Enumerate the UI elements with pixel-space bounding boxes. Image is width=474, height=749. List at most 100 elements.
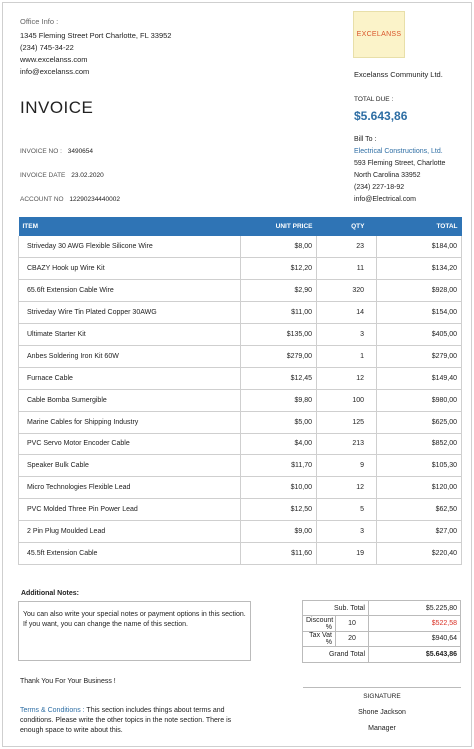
table-row: 45.5ft Extension Cable $11,60 19 $220,40: [18, 542, 462, 565]
table-row: Cable Bomba Sumergible $9,80 100 $980,00: [18, 389, 462, 412]
account-no-label: ACCOUNT NO: [20, 196, 64, 203]
table-row: CBAZY Hook up Wire Kit $12,20 11 $134,20: [18, 257, 462, 281]
quantity: 125: [316, 411, 377, 434]
unit-price: $5,00: [240, 411, 317, 434]
invoice-date-label: INVOICE DATE: [20, 172, 66, 179]
table-row: Ultimate Starter Kit $135,00 3 $405,00: [18, 323, 462, 346]
line-total: $27,00: [376, 520, 462, 543]
line-total: $62,50: [376, 498, 462, 522]
line-total: $120,00: [376, 476, 462, 500]
unit-price: $9,80: [240, 389, 317, 412]
office-info-title: Office Info :: [20, 17, 59, 26]
item-name: Speaker Bulk Cable: [18, 454, 241, 478]
line-total: $184,00: [376, 236, 462, 259]
quantity: 100: [316, 389, 377, 412]
quantity: 213: [316, 433, 377, 456]
quantity: 5: [316, 498, 377, 522]
unit-price: $11,00: [240, 301, 317, 325]
line-total: $134,20: [376, 257, 462, 281]
bill-to-state: North Carolina 33952: [354, 172, 421, 179]
tax-value: $940,64: [368, 630, 461, 648]
table-row: Striveday Wire Tin Plated Copper 30AWG $1…: [18, 301, 462, 325]
item-name: Marine Cables for Shipping Industry: [18, 411, 241, 434]
unit-price: $4,00: [240, 433, 317, 456]
item-name: Striveday Wire Tin Plated Copper 30AWG: [18, 301, 241, 325]
tax-row: Tax Vat % 20 $940,64: [302, 630, 461, 648]
bill-to-email: info@Electrical.com: [354, 196, 416, 203]
company-logo: EXCELANSS: [353, 11, 405, 58]
quantity: 9: [316, 454, 377, 478]
quantity: 12: [316, 367, 377, 390]
quantity: 3: [316, 520, 377, 543]
items-header-row: ITEM UNIT PRICE QTY TOTAL: [18, 217, 462, 236]
grand-total-value: $5.643,86: [368, 646, 461, 663]
sub-total-value: $5.225,80: [368, 599, 461, 617]
table-row: 2 Pin Plug Moulded Lead $9,00 3 $27,00: [18, 520, 462, 543]
header-item: ITEM: [18, 217, 241, 236]
signature-name: Shone Jackson: [358, 709, 406, 716]
table-row: Speaker Bulk Cable $11,70 9 $105,30: [18, 454, 462, 478]
unit-price: $135,00: [240, 323, 317, 346]
line-total: $149,40: [376, 367, 462, 390]
additional-notes-title: Additional Notes:: [21, 590, 79, 597]
header-total: TOTAL: [376, 217, 462, 236]
quantity: 12: [316, 476, 377, 500]
terms-text: This section includes things about terms…: [20, 707, 232, 734]
item-name: PVC Servo Motor Encoder Cable: [18, 433, 241, 456]
total-due-value: $5.643,86: [354, 109, 408, 123]
logo-text: EXCELANSS: [356, 31, 402, 38]
discount-row: Discount % 10 $522,58: [302, 615, 461, 632]
line-total: $980,00: [376, 389, 462, 412]
item-name: Ultimate Starter Kit: [18, 323, 241, 346]
quantity: 320: [316, 279, 377, 303]
company-name: Excelanss Community Ltd.: [354, 70, 443, 79]
office-phone: (234) 745-34-22: [20, 43, 74, 52]
unit-price: $279,00: [240, 345, 317, 368]
summary-table: Sub. Total $5.225,80 Discount % 10 $522,…: [302, 599, 461, 663]
unit-price: $12,20: [240, 257, 317, 281]
office-website: www.excelanss.com: [20, 55, 88, 64]
unit-price: $11,70: [240, 454, 317, 478]
signature-title: Manager: [368, 725, 396, 732]
unit-price: $12,45: [240, 367, 317, 390]
grand-total-label: Grand Total: [302, 646, 369, 663]
invoice-no-row: INVOICE NO : 3490654: [20, 148, 93, 155]
office-address: 1345 Fleming Street Port Charlotte, FL 3…: [20, 31, 172, 40]
item-name: 65.6ft Extension Cable Wire: [18, 279, 241, 303]
unit-price: $12,50: [240, 498, 317, 522]
terms-section: Terms & Conditions : This section includ…: [20, 706, 250, 736]
quantity: 1: [316, 345, 377, 368]
item-name: PVC Molded Three Pin Power Lead: [18, 498, 241, 522]
item-name: Micro Technologies Flexible Lead: [18, 476, 241, 500]
unit-price: $2,90: [240, 279, 317, 303]
item-name: CBAZY Hook up Wire Kit: [18, 257, 241, 281]
table-row: 65.6ft Extension Cable Wire $2,90 320 $928,…: [18, 279, 462, 303]
unit-price: $10,00: [240, 476, 317, 500]
line-total: $405,00: [376, 323, 462, 346]
line-total: $154,00: [376, 301, 462, 325]
sub-total-row: Sub. Total $5.225,80: [302, 599, 461, 617]
table-row: Striveday 30 AWG Flexible Silicone Wire $…: [18, 236, 462, 259]
bill-to-name: Electrical Constructions, Ltd.: [354, 148, 443, 155]
office-email: info@excelanss.com: [20, 67, 90, 76]
signature-label: SIGNATURE: [363, 693, 401, 700]
sub-total-label: Sub. Total: [302, 599, 369, 617]
invoice-no-label: INVOICE NO :: [20, 148, 62, 155]
invoice-title: INVOICE: [20, 98, 94, 117]
item-name: 2 Pin Plug Moulded Lead: [18, 520, 241, 543]
unit-price: $8,00: [240, 236, 317, 259]
unit-price: $11,60: [240, 542, 317, 565]
table-row: Micro Technologies Flexible Lead $10,00 12…: [18, 476, 462, 500]
additional-notes-text: You can also write your special notes or…: [23, 611, 246, 628]
bill-to-label: Bill To :: [354, 136, 377, 143]
total-due-label: TOTAL DUE :: [354, 96, 394, 103]
tax-percent: 20: [335, 630, 369, 648]
table-row: PVC Molded Three Pin Power Lead $12,50 5 $6…: [18, 498, 462, 522]
header-unit-price: UNIT PRICE: [240, 217, 317, 236]
line-total: $625,00: [376, 411, 462, 434]
item-name: Striveday 30 AWG Flexible Silicone Wire: [18, 236, 241, 259]
table-row: Furnace Cable $12,45 12 $149,40: [18, 367, 462, 390]
bill-to-address: 593 Fleming Street, Charlotte: [354, 160, 446, 167]
line-total: $279,00: [376, 345, 462, 368]
